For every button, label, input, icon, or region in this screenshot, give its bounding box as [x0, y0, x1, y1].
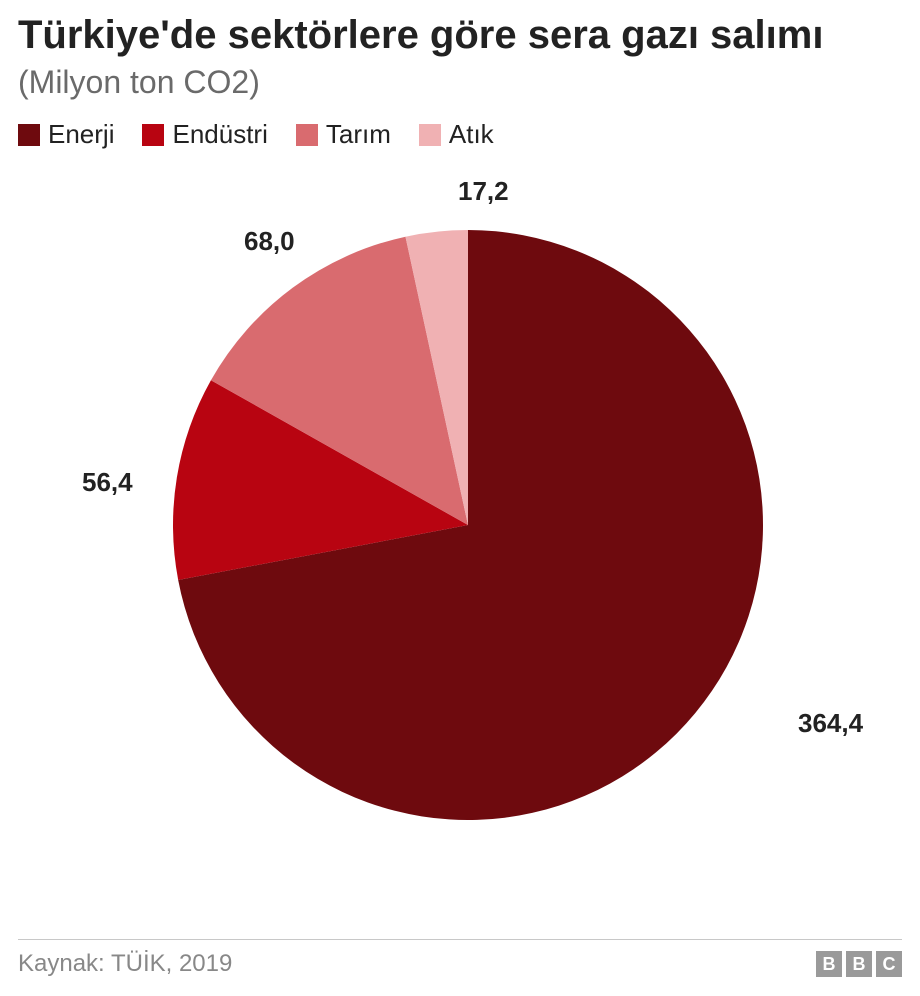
bbc-logo: B B C	[816, 951, 902, 977]
slice-label: 17,2	[458, 176, 509, 207]
bbc-logo-letter: B	[846, 951, 872, 977]
slice-label: 68,0	[244, 226, 295, 257]
legend-item: Tarım	[296, 119, 391, 150]
legend-swatch	[18, 124, 40, 146]
pie-chart: 364,4 56,4 68,0 17,2	[18, 160, 902, 840]
chart-title: Türkiye'de sektörlere göre sera gazı sal…	[18, 12, 902, 58]
legend-item: Endüstri	[142, 119, 267, 150]
legend-label: Tarım	[326, 119, 391, 150]
legend-item: Enerji	[18, 119, 114, 150]
legend-label: Enerji	[48, 119, 114, 150]
bbc-logo-letter: C	[876, 951, 902, 977]
slice-label: 364,4	[798, 708, 863, 739]
legend-swatch	[419, 124, 441, 146]
legend-item: Atık	[419, 119, 494, 150]
legend-swatch	[142, 124, 164, 146]
source-text: Kaynak: TÜİK, 2019	[18, 950, 232, 978]
chart-subtitle: (Milyon ton CO2)	[18, 64, 902, 101]
legend-swatch	[296, 124, 318, 146]
legend-label: Endüstri	[172, 119, 267, 150]
slice-label: 56,4	[82, 467, 133, 498]
legend-label: Atık	[449, 119, 494, 150]
legend: Enerji Endüstri Tarım Atık	[18, 119, 902, 150]
pie-svg	[18, 160, 902, 840]
bbc-logo-letter: B	[816, 951, 842, 977]
footer: Kaynak: TÜİK, 2019 B B C	[18, 939, 902, 978]
